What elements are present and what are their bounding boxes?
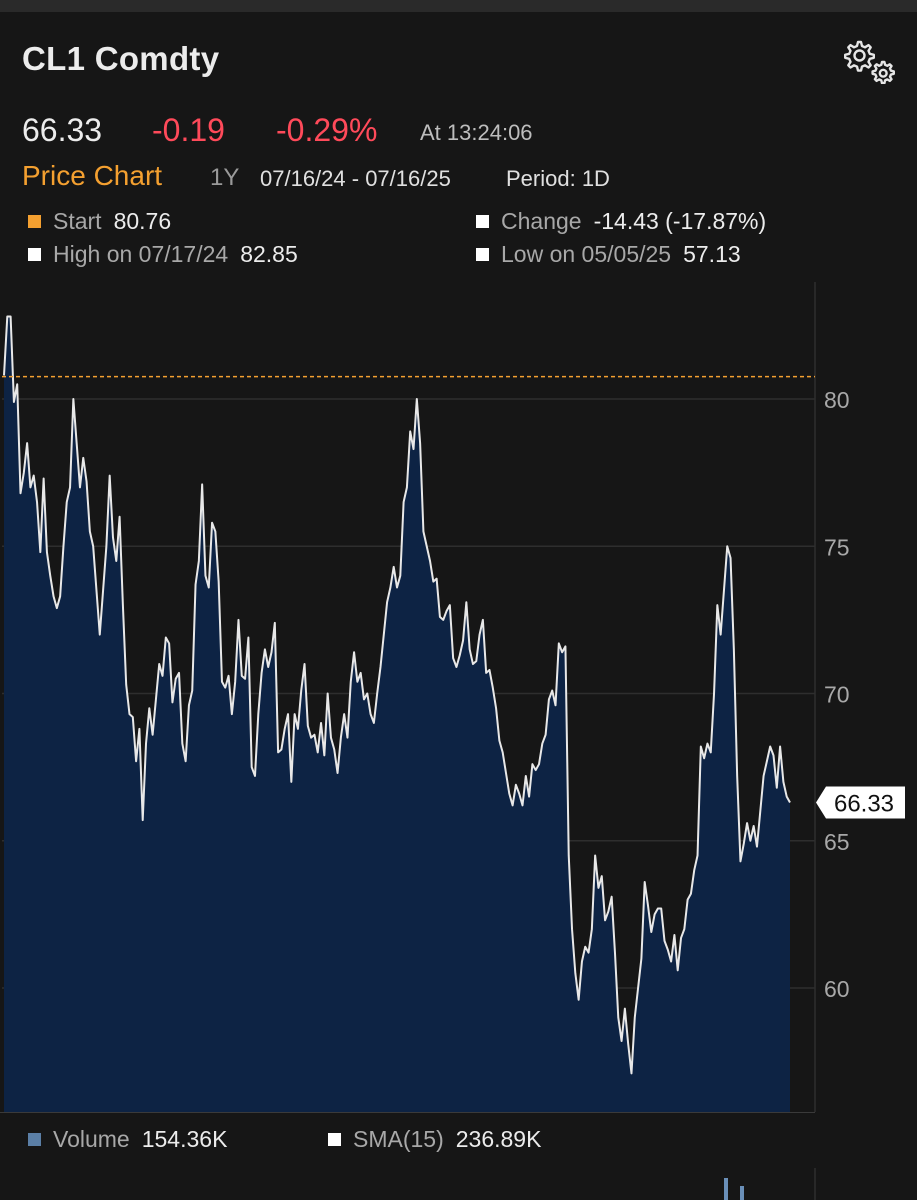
y-tick-label-70: 70 — [824, 682, 850, 708]
y-tick-label-60: 60 — [824, 976, 850, 1002]
high-legend-marker — [28, 248, 41, 261]
sma-legend-marker — [328, 1133, 341, 1146]
period-label: Period: 1D — [506, 166, 610, 191]
volume-bar — [740, 1186, 744, 1200]
change-legend-marker — [476, 215, 489, 228]
last-price: 66.33 — [22, 112, 103, 148]
start-value: 80.76 — [113, 208, 172, 234]
start-legend-marker — [28, 215, 41, 228]
ticker-title: CL1 Comdty — [22, 40, 220, 77]
last-price-tag — [816, 786, 905, 819]
high-label: High on 07/17/24 — [53, 241, 229, 267]
volume-legend-marker — [28, 1133, 41, 1146]
low-legend-marker — [476, 248, 489, 261]
stat-high: High on 07/17/24 82.85 — [28, 241, 298, 268]
start-label: Start — [53, 208, 102, 234]
volume-value: 154.36K — [141, 1126, 228, 1152]
stat-low: Low on 05/05/25 57.13 — [476, 241, 741, 268]
net-change: -0.19 — [152, 112, 225, 148]
y-tick-label-80: 80 — [824, 387, 850, 413]
sma-label: SMA(15) — [353, 1126, 444, 1152]
top-bar — [0, 0, 917, 12]
volume-legend: Volume 154.36K — [28, 1126, 227, 1153]
y-tick-label-75: 75 — [824, 534, 850, 560]
stat-change: Change -14.43 (-17.87%) — [476, 208, 766, 235]
stat-start: Start 80.76 — [28, 208, 171, 235]
settings-gear-icon[interactable] — [838, 38, 896, 84]
percent-change: -0.29% — [276, 112, 378, 148]
price-chart-title: Price Chart — [22, 160, 163, 191]
last-price-tag-label: 66.33 — [834, 790, 894, 817]
price-line — [3, 315, 791, 1075]
low-label: Low on 05/05/25 — [501, 241, 672, 267]
low-value: 57.13 — [683, 241, 741, 267]
sma-legend: SMA(15) 236.89K — [328, 1126, 541, 1153]
volume-label: Volume — [53, 1126, 130, 1152]
range-selector[interactable]: 1Y — [210, 164, 240, 191]
high-value: 82.85 — [240, 241, 298, 267]
volume-bar — [724, 1178, 728, 1200]
sma-value: 236.89K — [455, 1126, 542, 1152]
change-value: -14.43 (-17.87%) — [593, 208, 767, 234]
chart-bottom-divider — [0, 1112, 815, 1113]
change-label: Change — [501, 208, 582, 234]
price-area-fill — [4, 316, 790, 1112]
quote-time: At 13:24:06 — [420, 120, 533, 145]
date-range: 07/16/24 - 07/16/25 — [260, 166, 451, 191]
y-tick-label-65: 65 — [824, 829, 850, 855]
